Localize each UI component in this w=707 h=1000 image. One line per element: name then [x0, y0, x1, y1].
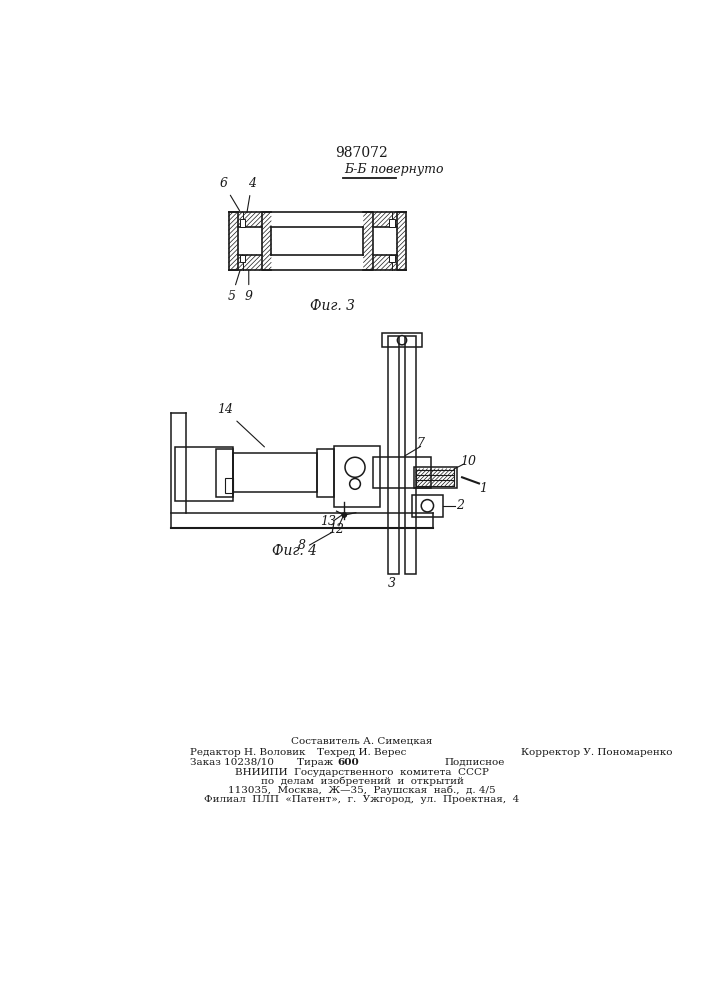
Text: 9: 9: [245, 270, 253, 303]
Text: Фиг. 4: Фиг. 4: [271, 544, 317, 558]
Bar: [240, 255, 245, 262]
Text: 5: 5: [228, 270, 240, 303]
Bar: [390, 255, 395, 262]
Text: Техред И. Верес: Техред И. Верес: [317, 748, 407, 757]
Text: 13: 13: [320, 515, 336, 528]
Text: Фиг. 3: Фиг. 3: [310, 299, 355, 313]
Bar: [382, 333, 422, 347]
Bar: [175, 447, 233, 501]
Text: Корректор У. Пономаренко: Корректор У. Пономаренко: [521, 748, 673, 757]
Text: 12: 12: [329, 523, 344, 536]
Bar: [240, 219, 245, 227]
Text: 987072: 987072: [336, 146, 388, 160]
Text: Б-Б повернуто: Б-Б повернуто: [344, 163, 444, 176]
Bar: [373, 457, 431, 488]
Text: 113035,  Москва,  Ж—35,  Раушская  наб.,  д. 4/5: 113035, Москва, Ж—35, Раушская наб., д. …: [228, 786, 496, 795]
Text: 6: 6: [219, 177, 240, 211]
Text: 14: 14: [217, 403, 264, 447]
Bar: [414, 466, 457, 488]
Bar: [317, 449, 334, 497]
Text: 3: 3: [388, 577, 396, 590]
Bar: [334, 446, 380, 507]
Text: 10: 10: [460, 455, 477, 468]
Circle shape: [342, 513, 346, 517]
Text: по  делам  изобретений  и  открытий: по делам изобретений и открытий: [260, 777, 463, 786]
Text: Составитель А. Симецкая: Составитель А. Симецкая: [291, 737, 433, 746]
Text: 2: 2: [456, 499, 464, 512]
Bar: [388, 336, 399, 574]
Text: Тираж: Тираж: [297, 758, 337, 767]
Bar: [216, 449, 233, 497]
Text: 7: 7: [416, 437, 424, 450]
Text: Подписное: Подписное: [444, 758, 505, 767]
Text: ВНИИПИ  Государственного  комитета  СССР: ВНИИПИ Государственного комитета СССР: [235, 768, 489, 777]
Text: Филиал  ПЛП  «Патент»,  г.  Ужгород,  ул.  Проектная,  4: Филиал ПЛП «Патент», г. Ужгород, ул. Про…: [204, 795, 520, 804]
Text: 600: 600: [337, 758, 359, 767]
Text: 8: 8: [298, 539, 306, 552]
Text: Редактор Н. Воловик: Редактор Н. Воловик: [190, 748, 305, 757]
Bar: [225, 478, 233, 493]
Bar: [233, 453, 317, 492]
Text: Заказ 10238/10: Заказ 10238/10: [190, 758, 274, 767]
Text: 1: 1: [479, 482, 488, 495]
Bar: [412, 495, 443, 517]
Text: 4: 4: [247, 177, 256, 213]
Bar: [405, 336, 416, 574]
Bar: [390, 219, 395, 227]
